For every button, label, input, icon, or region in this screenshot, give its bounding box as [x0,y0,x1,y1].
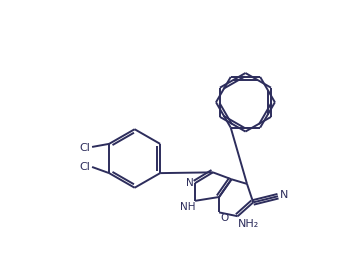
Text: N: N [280,190,288,200]
Text: NH₂: NH₂ [238,219,259,229]
Text: NH: NH [179,202,195,212]
Text: N: N [186,178,194,188]
Text: Cl: Cl [79,144,90,154]
Text: O: O [220,213,229,223]
Text: Cl: Cl [79,162,90,172]
